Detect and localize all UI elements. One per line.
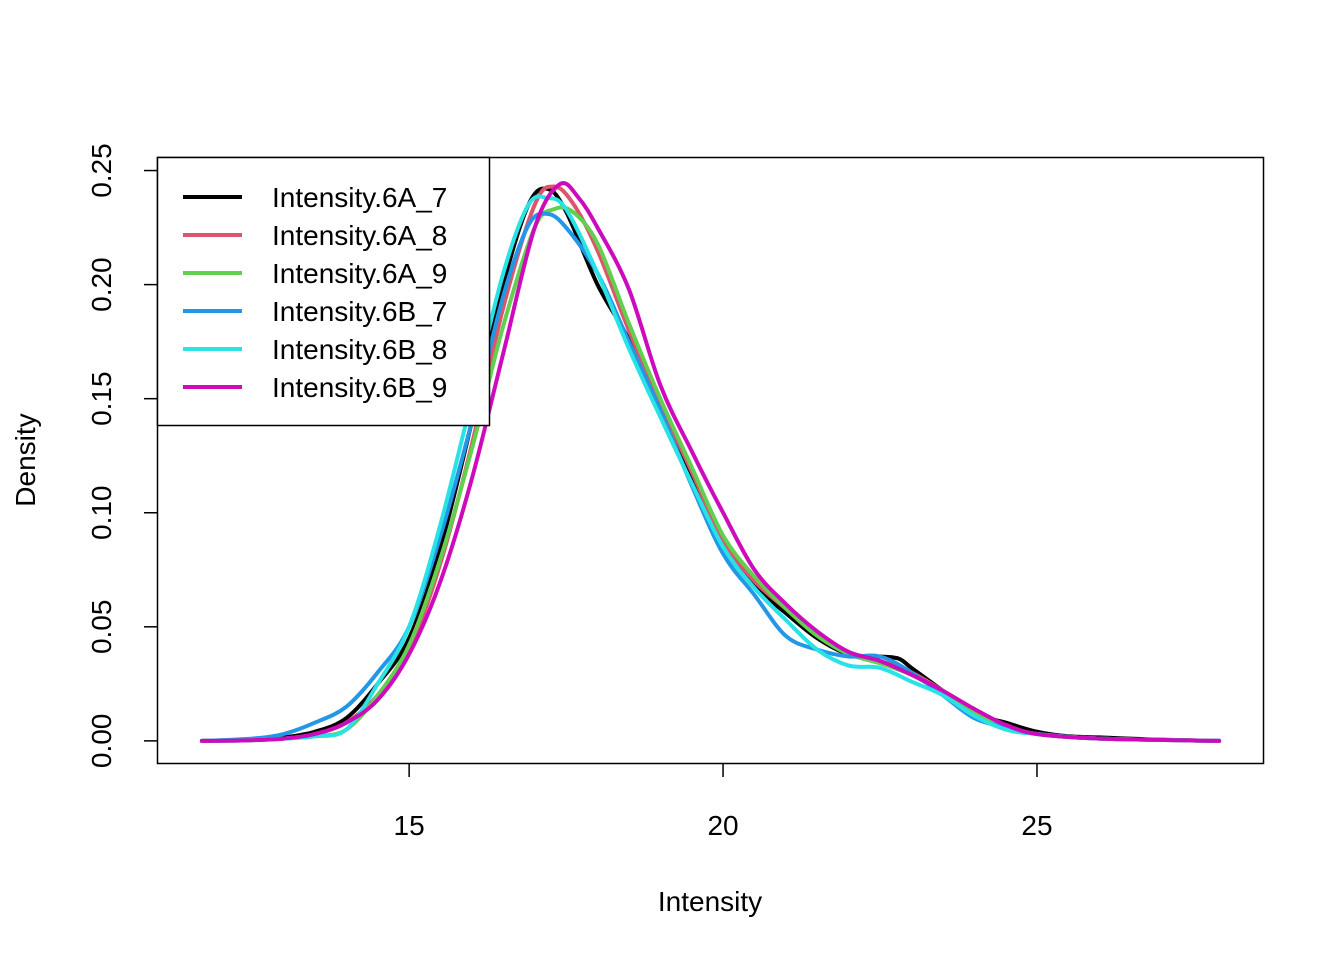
y-tick-label: 0.20 <box>86 257 117 312</box>
legend-label: Intensity.6B_8 <box>272 334 447 365</box>
y-tick-label: 0.10 <box>86 485 117 540</box>
y-axis: 0.00 0.05 0.10 0.15 0.20 0.25 <box>86 143 158 768</box>
legend-label: Intensity.6A_7 <box>272 182 447 213</box>
x-tick-label: 15 <box>394 810 425 841</box>
series-line-5 <box>199 181 1222 743</box>
y-tick-label: 0.25 <box>86 143 117 198</box>
legend-box <box>156 156 491 427</box>
legend-label: Intensity.6B_9 <box>272 372 447 403</box>
plot-lines <box>199 181 1222 743</box>
y-axis-label: Density <box>10 413 41 506</box>
series-line-4 <box>199 194 1222 743</box>
legend: Intensity.6A_7 Intensity.6A_8 Intensity.6A… <box>156 156 491 427</box>
y-tick-label: 0.15 <box>86 371 117 426</box>
x-axis-label: Intensity <box>658 886 762 917</box>
legend-label: Intensity.6B_7 <box>272 296 447 327</box>
plot-frame <box>156 156 1265 765</box>
x-axis: 15 20 25 <box>394 763 1053 841</box>
x-tick-label: 20 <box>707 810 738 841</box>
legend-label: Intensity.6A_9 <box>272 258 447 289</box>
y-tick-label: 0.00 <box>86 714 117 769</box>
legend-label: Intensity.6A_8 <box>272 220 447 251</box>
x-tick-label: 25 <box>1021 810 1052 841</box>
y-tick-label: 0.05 <box>86 600 117 655</box>
